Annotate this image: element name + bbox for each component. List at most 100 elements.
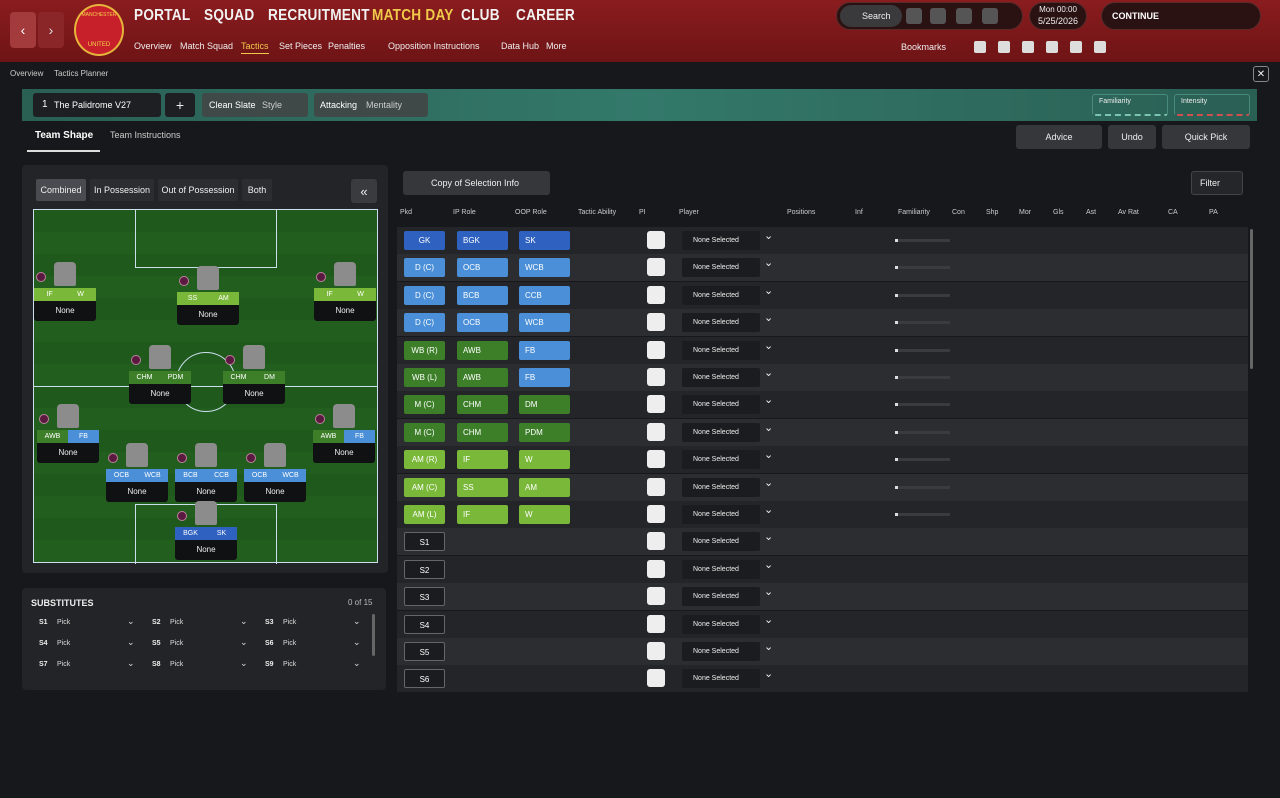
- pi-button[interactable]: [647, 285, 665, 304]
- dropdown-arrow[interactable]: ⌄: [764, 449, 774, 462]
- sub-menu-item[interactable]: More: [546, 41, 567, 51]
- column-header[interactable]: PI: [639, 209, 646, 216]
- column-header[interactable]: Positions: [787, 209, 816, 216]
- player-select[interactable]: None Selected: [682, 559, 760, 579]
- tactic-select[interactable]: [33, 93, 161, 117]
- action-button[interactable]: Undo: [1108, 125, 1156, 149]
- pi-button[interactable]: [647, 614, 665, 633]
- player-select[interactable]: None Selected: [682, 313, 760, 333]
- position-badge[interactable]: D (C): [404, 258, 445, 278]
- position-badge[interactable]: AM (R): [404, 450, 445, 470]
- pi-button[interactable]: [647, 368, 665, 386]
- main-menu-item[interactable]: PORTAL: [134, 7, 191, 24]
- dropdown-arrow[interactable]: ⌄: [764, 476, 774, 489]
- ip-role[interactable]: CHM: [457, 422, 508, 442]
- ip-role[interactable]: AWB: [457, 368, 508, 387]
- player-name[interactable]: None: [175, 482, 237, 502]
- collapse-button[interactable]: «: [351, 179, 377, 203]
- ip-role[interactable]: CHM: [457, 395, 508, 415]
- main-menu-item[interactable]: MATCH DAY: [372, 7, 454, 24]
- column-header[interactable]: Tactic Ability: [578, 209, 617, 216]
- column-header[interactable]: Mor: [1019, 209, 1032, 216]
- column-header[interactable]: Pkd: [400, 209, 413, 216]
- add-button[interactable]: +: [165, 93, 195, 117]
- style-select[interactable]: [202, 93, 308, 117]
- player-select[interactable]: None Selected: [682, 422, 760, 442]
- oop-role[interactable]: W: [519, 450, 570, 470]
- column-header[interactable]: Inf: [855, 209, 863, 216]
- player-select[interactable]: None Selected: [682, 642, 760, 661]
- player-name[interactable]: None: [223, 384, 285, 404]
- pi-button[interactable]: [647, 450, 665, 469]
- dropdown-arrow[interactable]: ⌄: [764, 531, 774, 544]
- search-button[interactable]: Search: [840, 5, 902, 27]
- oop-role[interactable]: W: [519, 505, 570, 524]
- dropdown-arrow[interactable]: ⌄: [353, 616, 361, 626]
- player-select[interactable]: None Selected: [682, 669, 760, 689]
- position-badge[interactable]: S3: [404, 587, 445, 607]
- oop-role[interactable]: WCB: [519, 313, 570, 333]
- position-badge[interactable]: GK: [404, 231, 445, 250]
- player-select[interactable]: None Selected: [682, 532, 760, 552]
- sub-pick[interactable]: Pick: [170, 619, 184, 626]
- column-header[interactable]: Ast: [1086, 209, 1097, 216]
- bookmarks[interactable]: Bookmarks: [901, 42, 947, 52]
- sub-menu-item[interactable]: Match Squad: [180, 41, 234, 51]
- dropdown-arrow[interactable]: ⌄: [764, 230, 774, 242]
- oop-role[interactable]: FB: [519, 340, 570, 360]
- pi-button[interactable]: [647, 258, 665, 277]
- player-name[interactable]: None: [34, 301, 96, 321]
- dropdown-arrow[interactable]: ⌄: [764, 284, 774, 297]
- sub-pick[interactable]: Pick: [283, 619, 297, 626]
- dropdown-arrow[interactable]: ⌄: [764, 394, 774, 407]
- dropdown-arrow[interactable]: ⌄: [240, 616, 248, 626]
- toolbar-icon[interactable]: [906, 8, 922, 24]
- view-toggle[interactable]: Both: [242, 179, 272, 201]
- column-header[interactable]: PA: [1209, 209, 1218, 216]
- forward-button[interactable]: ›: [38, 12, 64, 48]
- dropdown-arrow[interactable]: ⌄: [764, 367, 774, 379]
- dropdown-arrow[interactable]: ⌄: [240, 637, 248, 647]
- player-select[interactable]: None Selected: [682, 587, 760, 607]
- ip-role[interactable]: BCB: [457, 285, 508, 305]
- position-badge[interactable]: AM (C): [404, 477, 445, 497]
- pi-button[interactable]: [647, 231, 665, 249]
- player-select[interactable]: None Selected: [682, 614, 760, 634]
- player-name[interactable]: None: [129, 384, 191, 404]
- ip-role[interactable]: SS: [457, 477, 508, 497]
- player-select[interactable]: None Selected: [682, 231, 760, 250]
- column-header[interactable]: Con: [952, 209, 965, 216]
- column-header[interactable]: OOP Role: [515, 209, 547, 216]
- player-select[interactable]: None Selected: [682, 450, 760, 470]
- player-select[interactable]: None Selected: [682, 368, 760, 387]
- header-icon[interactable]: [998, 41, 1010, 53]
- pi-button[interactable]: [647, 477, 665, 496]
- pi-button[interactable]: [647, 395, 665, 414]
- position-badge[interactable]: M (C): [404, 422, 445, 442]
- column-header[interactable]: Player: [679, 209, 699, 216]
- ip-role[interactable]: OCB: [457, 313, 508, 333]
- close-button[interactable]: ✕: [1253, 66, 1269, 82]
- main-menu-item[interactable]: CLUB: [461, 7, 500, 24]
- sub-pick[interactable]: Pick: [57, 661, 71, 668]
- column-header[interactable]: Shp: [986, 209, 999, 216]
- header-icon[interactable]: [1046, 41, 1058, 53]
- sub-menu-item[interactable]: Data Hub: [501, 41, 540, 51]
- toolbar-icon[interactable]: [930, 8, 946, 24]
- sub-pick[interactable]: Pick: [283, 640, 297, 647]
- ip-role[interactable]: AWB: [457, 340, 508, 360]
- dropdown-arrow[interactable]: ⌄: [764, 257, 774, 270]
- position-badge[interactable]: S4: [404, 614, 445, 634]
- header-icon[interactable]: [1022, 41, 1034, 53]
- player-name[interactable]: None: [244, 482, 306, 502]
- sub-pick[interactable]: Pick: [57, 640, 71, 647]
- pi-button[interactable]: [647, 313, 665, 332]
- player-select[interactable]: None Selected: [682, 477, 760, 497]
- pi-button[interactable]: [647, 532, 665, 551]
- player-name[interactable]: None: [37, 443, 99, 463]
- pi-button[interactable]: [647, 505, 665, 523]
- sub-pick[interactable]: Pick: [170, 640, 184, 647]
- dropdown-arrow[interactable]: ⌄: [127, 637, 135, 647]
- continue-button[interactable]: CONTINUE: [1101, 2, 1261, 30]
- main-menu-item[interactable]: CAREER: [516, 7, 575, 24]
